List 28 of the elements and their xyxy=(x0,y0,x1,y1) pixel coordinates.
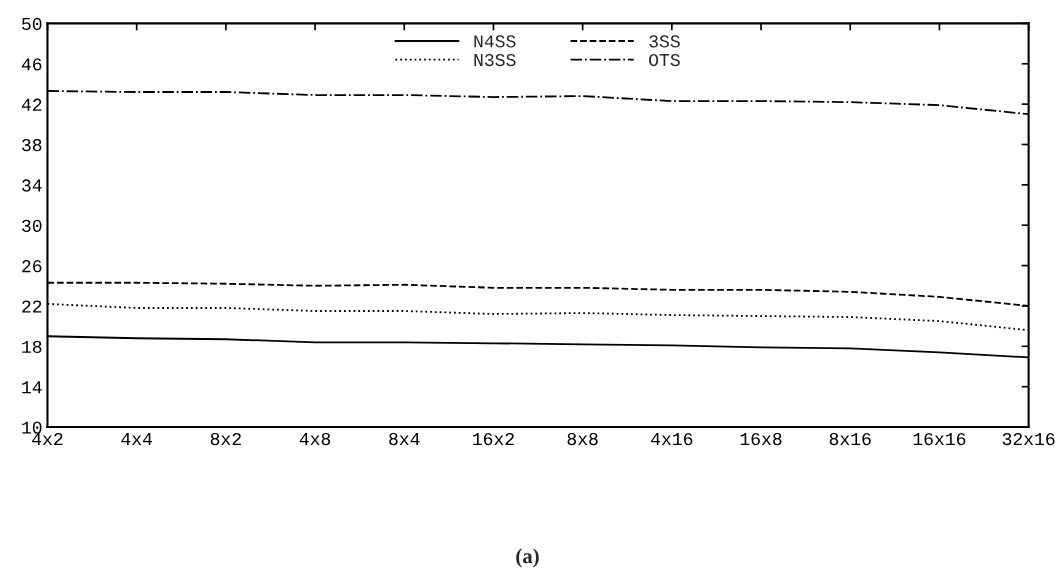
y-tick-label: 22 xyxy=(22,300,42,313)
x-tick-label: 16x8 xyxy=(740,432,782,446)
y-tick-label: 26 xyxy=(22,260,42,273)
x-tick-label: 8x2 xyxy=(210,432,241,446)
x-tick-label: 16x2 xyxy=(473,432,514,446)
y-tick-label: 10 xyxy=(22,421,42,434)
x-tick-label: 4x8 xyxy=(299,432,331,446)
y-tick-label: 46 xyxy=(21,58,42,71)
y-tick-label: 38 xyxy=(22,138,42,152)
x-tick-label: 8x16 xyxy=(829,432,871,446)
y-tick-label: 50 xyxy=(22,17,42,31)
legend-label: N3SS xyxy=(474,53,516,67)
y-tick-label: 14 xyxy=(22,381,42,394)
legend-label: 3SS xyxy=(649,35,680,48)
x-tick-label: 8x4 xyxy=(389,432,420,446)
x-tick-label: 16x16 xyxy=(913,432,966,446)
x-tick-label: 32x16 xyxy=(1002,432,1055,446)
text: (a) xyxy=(516,548,539,568)
x-tick-label: 4x16 xyxy=(651,432,693,446)
x-tick-label: 4x4 xyxy=(121,433,153,445)
y-tick-label: 34 xyxy=(22,179,42,192)
y-tick-label: 42 xyxy=(21,98,42,111)
y-tick-label: 30 xyxy=(22,219,42,232)
legend-label: OTS xyxy=(649,53,680,67)
y-tick-label: 18 xyxy=(22,340,42,354)
x-tick-label: 4x2 xyxy=(32,432,63,445)
legend-label: N4SS xyxy=(474,35,516,48)
x-tick-label: 8x8 xyxy=(567,432,598,446)
